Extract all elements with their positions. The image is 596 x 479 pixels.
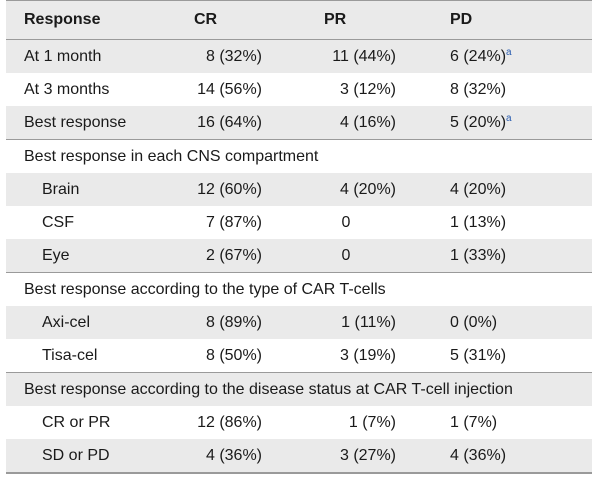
pd-cell: 6 (24%)a — [450, 40, 512, 73]
cr-value: 12 (86%) — [197, 414, 262, 431]
footnote-marker: a — [506, 47, 512, 58]
cr-value: 8 (89%) — [205, 314, 262, 331]
header-pr: PR — [324, 11, 347, 28]
pd-value: 0 (0%) — [450, 314, 498, 331]
cr-value: 12 (60%) — [197, 181, 262, 198]
pr-value: 1 (7%) — [348, 414, 396, 431]
pr-value: 3 (12%) — [339, 81, 396, 98]
row-label: SD or PD — [42, 447, 110, 464]
row-label: Tisa-cel — [42, 347, 98, 364]
row-label: At 1 month — [24, 48, 102, 65]
pr-value: 0 — [341, 247, 351, 264]
group-title: Best response in each CNS compartment — [24, 148, 319, 165]
cr-value: 14 (56%) — [197, 81, 262, 98]
pr-value: 3 (27%) — [339, 447, 396, 464]
header-pd: PD — [450, 11, 473, 28]
pd-value: 5 (31%) — [450, 347, 507, 364]
response-table: Response CR PR PD At 1 month 8 (32%) 11 … — [6, 0, 592, 474]
pd-cell: 5 (20%)a — [450, 106, 512, 139]
table-header: Response CR PR PD — [6, 0, 592, 40]
table-row: Axi-cel 8 (89%) 1 (11%) 0 (0%) — [6, 306, 592, 339]
table-row: Tisa-cel 8 (50%) 3 (19%) 5 (31%) — [6, 339, 592, 372]
group-heading-cart: Best response according to the type of C… — [6, 272, 592, 306]
cr-value: 8 (50%) — [205, 347, 262, 364]
table-row: Best response 16 (64%) 4 (16%) 5 (20%)a — [6, 106, 592, 139]
row-label: CR or PR — [42, 414, 111, 431]
cr-value: 8 (32%) — [205, 48, 262, 65]
footnote-marker: a — [506, 113, 512, 124]
row-label: Axi-cel — [42, 314, 91, 331]
pd-value: 4 (20%) — [450, 181, 507, 198]
table-row: SD or PD 4 (36%) 3 (27%) 4 (36%) — [6, 439, 592, 474]
pd-value: 1 (33%) — [450, 247, 507, 264]
pd-value: 1 (7%) — [450, 414, 498, 431]
table-row: Eye 2 (67%) 0 1 (33%) — [6, 239, 592, 272]
cr-value: 2 (67%) — [205, 247, 262, 264]
cr-value: 4 (36%) — [205, 447, 262, 464]
row-label: At 3 months — [24, 81, 110, 98]
pd-value: 4 (36%) — [450, 447, 507, 464]
group-title: Best response according to the type of C… — [24, 281, 386, 298]
pr-value: 1 (11%) — [341, 314, 396, 331]
row-label: Brain — [42, 181, 80, 198]
row-label: Eye — [42, 247, 70, 264]
group-heading-status: Best response according to the disease s… — [6, 372, 592, 406]
cr-value: 7 (87%) — [205, 214, 262, 231]
pd-value: 5 (20%) — [450, 114, 507, 131]
pr-value: 11 (44%) — [332, 48, 396, 65]
group-heading-cns: Best response in each CNS compartment — [6, 139, 592, 173]
pd-value: 6 (24%) — [450, 48, 507, 65]
header-response: Response — [24, 11, 101, 28]
row-label: Best response — [24, 114, 127, 131]
table-row: At 3 months 14 (56%) 3 (12%) 8 (32%) — [6, 73, 592, 106]
group-title: Best response according to the disease s… — [24, 381, 513, 398]
header-cr: CR — [194, 11, 218, 28]
table-row: CR or PR 12 (86%) 1 (7%) 1 (7%) — [6, 406, 592, 439]
cr-value: 16 (64%) — [197, 114, 262, 131]
pr-value: 4 (20%) — [339, 181, 396, 198]
pd-value: 1 (13%) — [450, 214, 507, 231]
table-row: CSF 7 (87%) 0 1 (13%) — [6, 206, 592, 239]
pr-value: 4 (16%) — [339, 114, 396, 131]
pr-value: 0 — [341, 214, 351, 231]
pr-value: 3 (19%) — [339, 347, 396, 364]
pd-value: 8 (32%) — [450, 81, 507, 98]
table-row: Brain 12 (60%) 4 (20%) 4 (20%) — [6, 173, 592, 206]
table-row: At 1 month 8 (32%) 11 (44%) 6 (24%)a — [6, 40, 592, 73]
row-label: CSF — [42, 214, 74, 231]
